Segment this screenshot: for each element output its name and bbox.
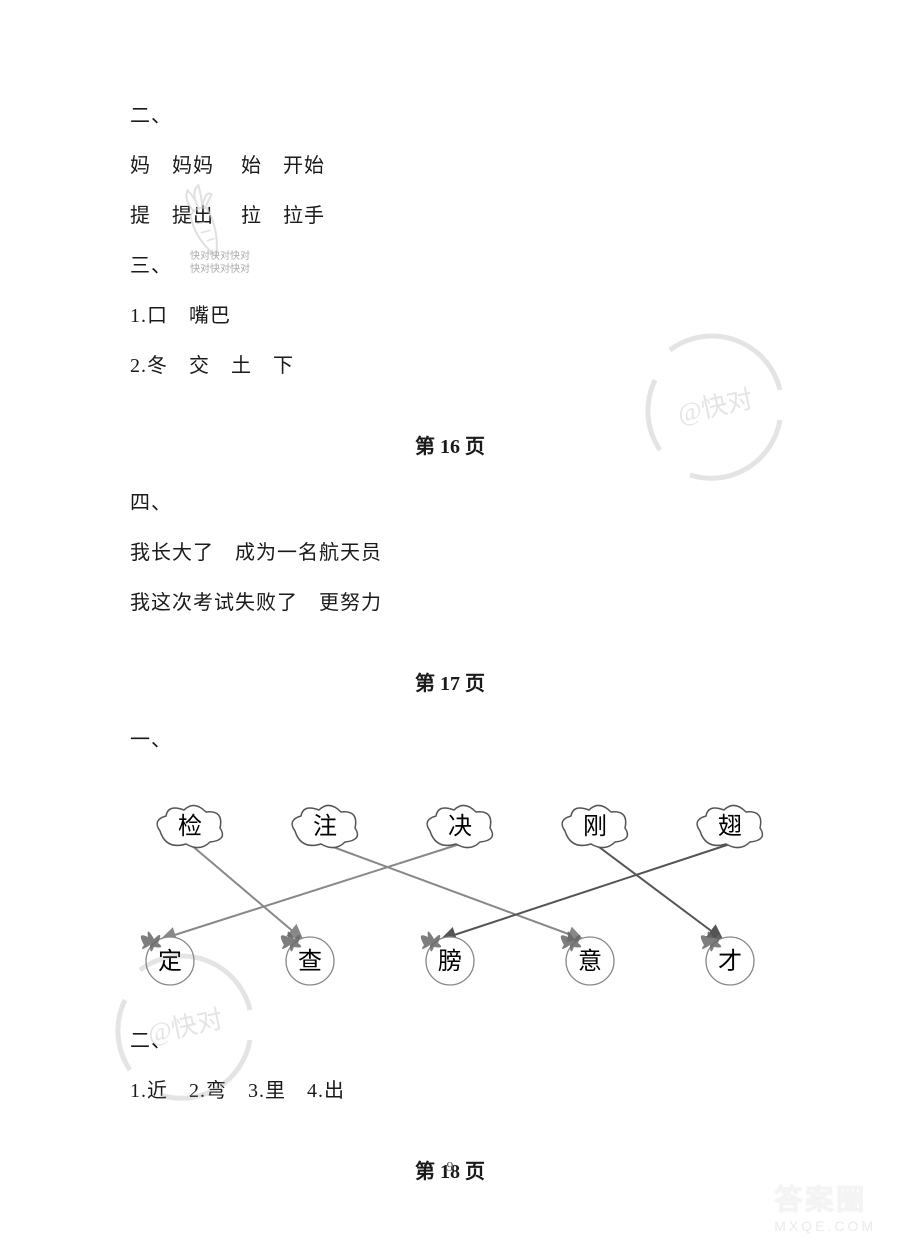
corner-watermark: 答案圈 MXQE.COM — [774, 1178, 876, 1234]
diagram-node: 膀 — [421, 931, 474, 985]
diagram-node: 查 — [281, 931, 334, 985]
section-2-label: 二、 — [130, 100, 770, 132]
node-text: 才 — [718, 948, 742, 975]
node-text: 意 — [578, 948, 602, 975]
diagram-edge — [595, 844, 722, 939]
page-17-heading: 第 17 页 — [130, 667, 770, 696]
watermark-line-1: 快对快对快对 — [190, 250, 250, 263]
diagram-node: 意 — [561, 931, 614, 985]
diagram-edge — [442, 844, 730, 939]
diagram-cloud: 决 — [427, 805, 492, 847]
diagram-cloud: 注 — [292, 805, 357, 847]
section-4-line-2: 我这次考试失败了 更努力 — [130, 587, 770, 619]
diagram-edge — [325, 844, 582, 939]
corner-watermark-sub: MXQE.COM — [774, 1218, 876, 1234]
node-text: 膀 — [438, 948, 462, 975]
cloud-text: 刚 — [583, 814, 607, 840]
cloud-text: 翅 — [718, 813, 742, 840]
corner-watermark-top: 答案圈 — [774, 1178, 876, 1218]
seal-text-bottom: @快对 — [145, 1004, 225, 1048]
diagram-node: 才 — [701, 931, 754, 985]
cloud-text: 决 — [448, 813, 472, 840]
section-4-label: 四、 — [130, 487, 770, 519]
node-text: 查 — [298, 948, 322, 975]
watermark-line-2: 快对快对快对 — [190, 263, 250, 276]
seal-text-top: @快对 — [675, 384, 755, 428]
seal-watermark-top: @快对 — [630, 320, 800, 490]
diagram-cloud: 翅 — [697, 805, 762, 847]
seal-watermark-bottom: @快对 — [100, 940, 270, 1110]
page-number: 9 — [0, 1160, 900, 1176]
section-4-line-1: 我长大了 成为一名航天员 — [130, 537, 770, 569]
watermark-text: 快对快对快对 快对快对快对 — [190, 250, 250, 276]
diagram-cloud: 刚 — [562, 805, 627, 847]
section-yi-label: 一、 — [130, 724, 770, 756]
cloud-text: 注 — [313, 813, 337, 840]
cloud-text: 检 — [178, 813, 202, 840]
diagram-cloud: 检 — [157, 805, 222, 847]
